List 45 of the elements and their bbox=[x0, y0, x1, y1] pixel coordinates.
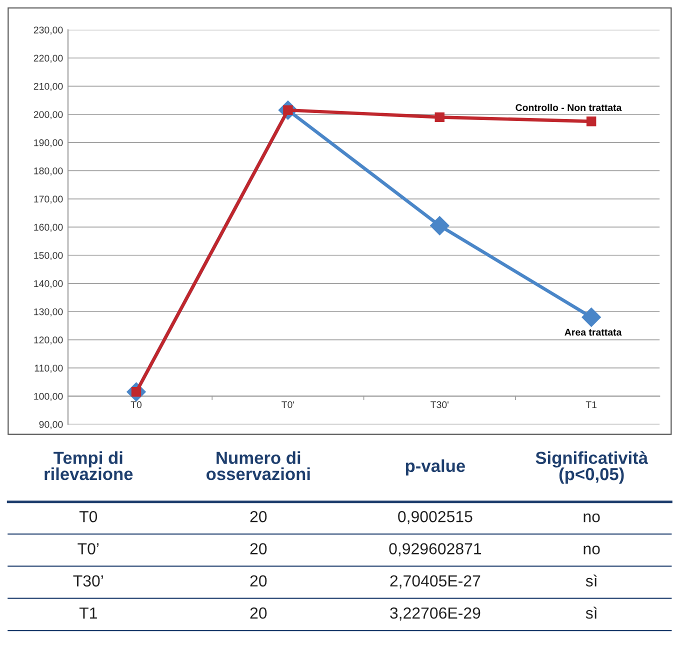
text: 3,22706E-29 bbox=[390, 607, 480, 621]
text: T0 bbox=[79, 510, 98, 522]
y-tick-label: 190,00 bbox=[34, 139, 63, 148]
text: sì bbox=[586, 606, 597, 619]
series-label: Controllo - Non trattata bbox=[516, 104, 622, 112]
point bbox=[434, 112, 445, 122]
x-tick-label: T0' bbox=[282, 401, 294, 408]
y-tick-label: 220,00 bbox=[34, 54, 63, 63]
text: 0,9002515 bbox=[398, 510, 472, 524]
text: no bbox=[584, 546, 600, 554]
category-label: Tempi di rilevazione bbox=[44, 451, 133, 480]
text: sì bbox=[586, 574, 597, 587]
text: 20 bbox=[250, 575, 267, 587]
y-tick-label: 150,00 bbox=[34, 252, 63, 260]
text: 20 bbox=[250, 607, 267, 619]
text: 0,929602871 bbox=[389, 543, 482, 556]
x-tick-label: T1 bbox=[586, 401, 597, 408]
text: T30’ bbox=[73, 575, 103, 587]
text: T1 bbox=[79, 608, 97, 619]
y-tick-label: 160,00 bbox=[34, 224, 63, 232]
x-tick-label: T0 bbox=[130, 401, 142, 408]
text: 2,70405E-27 bbox=[390, 575, 480, 588]
y-tick-label: 140,00 bbox=[34, 280, 63, 288]
y-tick-label: 230,00 bbox=[34, 26, 63, 35]
y-tick-label: 100,00 bbox=[34, 392, 63, 401]
y-tick-label: 90,00 bbox=[39, 421, 63, 430]
x-tick-label: T30' bbox=[430, 401, 448, 408]
point bbox=[430, 216, 450, 236]
text: T0’ bbox=[78, 543, 99, 554]
y-tick-label: 110,00 bbox=[34, 364, 63, 373]
category-label: p-value bbox=[406, 459, 465, 476]
y-tick-label: 170,00 bbox=[34, 196, 63, 204]
y-tick-label: 130,00 bbox=[34, 308, 63, 316]
y-tick-label: 180,00 bbox=[34, 167, 63, 176]
y-tick-label: 120,00 bbox=[34, 336, 63, 345]
y-tick-label: 200,00 bbox=[34, 111, 63, 120]
category-label: Significatività (p<0,05) bbox=[536, 451, 648, 484]
text: 20 bbox=[250, 543, 267, 554]
point bbox=[582, 308, 601, 327]
y-tick-label: 210,00 bbox=[34, 82, 63, 91]
text: no bbox=[584, 514, 600, 522]
point bbox=[586, 116, 596, 126]
text: 20 bbox=[250, 510, 267, 522]
category-label: Numero di osservazioni bbox=[206, 451, 310, 480]
series-label: Area trattata bbox=[564, 328, 622, 336]
